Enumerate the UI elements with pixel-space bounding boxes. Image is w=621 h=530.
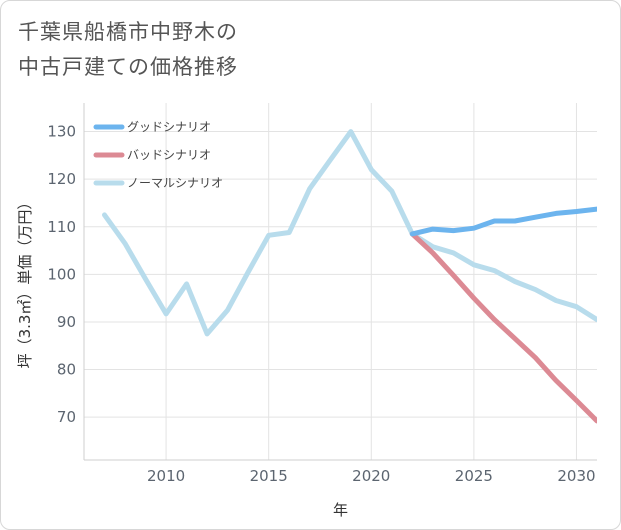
chart-title-line-2: 中古戸建ての価格推移 — [18, 55, 238, 79]
axis-layer: 2010 2015 2020 2025 2030 70 80 90 100 110 120 130 年 坪… — [16, 103, 597, 519]
y-tick-label: 100 — [47, 265, 76, 283]
legend-label-normal-scenario: ノーマルシナリオ — [127, 176, 223, 190]
x-tick-label: 2030 — [557, 467, 595, 485]
x-tick-label: 2015 — [250, 467, 288, 485]
y-axis-label: 坪（3.3㎡）単価（万円） — [16, 195, 34, 369]
y-tick-label: 120 — [47, 170, 76, 188]
grid-layer — [84, 103, 597, 460]
x-tick-label: 2010 — [147, 467, 185, 485]
series-layer — [102, 129, 597, 424]
x-tick-label: 2020 — [352, 467, 390, 485]
y-tick-label: 90 — [57, 313, 76, 331]
x-axis-label: 年 — [333, 501, 348, 519]
y-tick-label: 130 — [47, 123, 76, 141]
y-tick-label: 80 — [57, 361, 76, 379]
good-scenario-line — [409, 206, 597, 237]
normal-scenario-line — [102, 129, 597, 337]
bad-scenario-line — [409, 231, 597, 424]
chart-title: 千葉県船橋市中野木の 中古戸建ての価格推移 — [18, 15, 238, 85]
y-tick-label: 110 — [47, 218, 76, 236]
y-tick-label: 70 — [57, 408, 76, 426]
legend-label-good-scenario: グッドシナリオ — [127, 120, 211, 134]
x-tick-label: 2025 — [455, 467, 493, 485]
chart-title-line-1: 千葉県船橋市中野木の — [18, 20, 238, 44]
legend-label-bad-scenario: バッドシナリオ — [127, 148, 211, 162]
